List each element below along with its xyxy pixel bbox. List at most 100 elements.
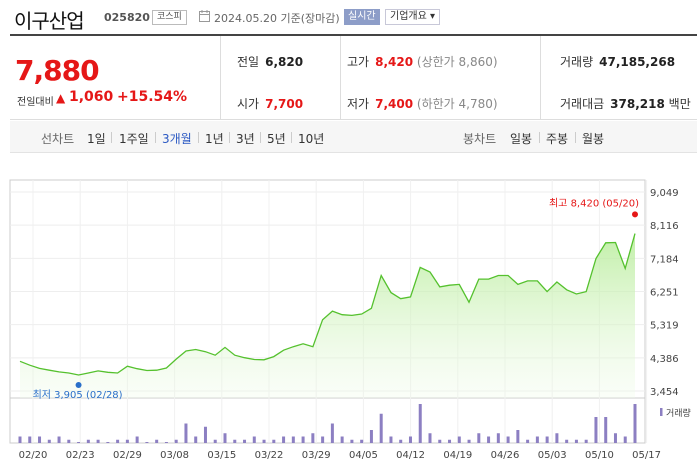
volume-bar [399, 439, 403, 443]
x-tick-label: 04/12 [396, 450, 425, 461]
line-chart-label: 선차트 [41, 132, 75, 146]
tab-3y[interactable]: 3년 [236, 132, 255, 146]
stock-header: 이구산업 025820 코스피 2024.05.20 기준(장마감) 실시간 기… [0, 0, 697, 34]
tab-daily[interactable]: 일봉 [510, 132, 533, 146]
up-arrow-icon: ▲ [56, 91, 66, 105]
volume-bar [164, 442, 168, 443]
volume-bar [594, 417, 598, 443]
x-tick-label: 04/19 [443, 450, 472, 461]
volume-legend-swatch [660, 408, 663, 416]
volume-bar [633, 404, 637, 443]
x-tick-label: 02/29 [113, 450, 142, 461]
volume-bar [38, 436, 42, 443]
tab-5y[interactable]: 5년 [267, 132, 286, 146]
x-tick-label: 04/05 [349, 450, 378, 461]
volume-bars [18, 404, 637, 443]
volume-bar [438, 439, 442, 443]
open-price: 시가 7,700 [237, 97, 304, 111]
price-chart[interactable]: 9,049 8,116 7,184 6,251 5,319 4,386 3,454 최고 8… [0, 155, 697, 466]
company-info-dropdown[interactable]: 기업개요 ▾ [385, 9, 440, 25]
volume-bar [516, 430, 520, 443]
volume-bar [213, 439, 217, 443]
volume-bar [428, 433, 432, 443]
x-tick-label: 02/23 [66, 450, 95, 461]
volume-bar [574, 439, 578, 443]
volume-bar [330, 423, 334, 443]
x-tick-label: 03/15 [207, 450, 236, 461]
volume-bar [57, 436, 61, 443]
chart-period-tabs: 선차트 1일 1주일 3개월 1년 3년 5년 10년 봉차트 일봉 주봉 월봉 [10, 121, 697, 153]
change-label: 전일대비 [17, 97, 54, 108]
tab-1d[interactable]: 1일 [87, 132, 106, 146]
volume-bar [184, 423, 188, 443]
volume-bar [116, 439, 120, 443]
low-annotation: 최저 3,905 (02/28) [33, 389, 123, 401]
volume: 거래량 47,185,268 [560, 55, 676, 69]
price-change-percent: +15.54% [117, 89, 188, 105]
volume-bar [145, 442, 149, 443]
volume-bar [86, 439, 90, 443]
volume-bar [243, 439, 247, 443]
high-price: 고가 8,420 (상한가 8,860) [347, 55, 498, 69]
price-change: 1,060 [69, 89, 114, 105]
volume-bar [496, 433, 500, 443]
divider [229, 132, 230, 143]
x-tick-label: 02/20 [19, 450, 48, 461]
volume-bar [174, 439, 178, 443]
tab-1y[interactable]: 1년 [205, 132, 224, 146]
volume-bar [125, 439, 129, 443]
quote-panel: 7,880 전일대비 ▲ 1,060 +15.54% 전일 6,820 고가 8,4… [10, 34, 697, 120]
high-annotation: 최고 8,420 (05/20) [549, 197, 639, 209]
volume-bar [252, 436, 256, 443]
volume-legend: 거래량 [666, 407, 691, 419]
volume-bar [135, 436, 139, 443]
volume-bar [96, 439, 100, 443]
volume-bar [604, 417, 608, 443]
x-tick-label: 04/26 [491, 450, 520, 461]
candle-chart-label: 봉차트 [463, 132, 497, 146]
y-tick-label: 5,319 [650, 321, 679, 332]
volume-bar [194, 436, 198, 443]
calendar-icon [199, 10, 210, 22]
y-tick-label: 8,116 [650, 221, 679, 232]
price-line [19, 233, 636, 376]
divider [260, 132, 261, 143]
volume-bar [457, 436, 461, 443]
volume-bar [233, 439, 237, 443]
y-tick-label: 9,049 [650, 188, 679, 199]
x-tick-label: 05/03 [538, 450, 567, 461]
y-tick-label: 6,251 [650, 288, 679, 299]
volume-bar [311, 433, 315, 443]
volume-bar [477, 433, 481, 443]
volume-bar [272, 439, 276, 443]
volume-bar [262, 439, 266, 443]
tab-10y[interactable]: 10년 [298, 132, 325, 146]
volume-bar [350, 439, 354, 443]
divider [539, 132, 540, 143]
tab-monthly[interactable]: 월봉 [582, 132, 605, 146]
x-tick-label: 05/10 [585, 450, 614, 461]
volume-bar [203, 426, 207, 443]
stock-name: 이구산업 [14, 9, 85, 33]
divider [540, 36, 541, 120]
volume-bar [360, 439, 364, 443]
volume-bar [47, 439, 51, 443]
volume-bar [389, 436, 393, 443]
quote-date: 2024.05.20 기준(장마감) [214, 12, 340, 25]
tab-3m[interactable]: 3개월 [162, 132, 192, 146]
volume-bar [623, 436, 627, 443]
trade-value: 거래대금 378,218 백만 [560, 97, 691, 111]
realtime-button[interactable]: 실시간 [344, 9, 380, 25]
tab-weekly[interactable]: 주봉 [546, 132, 569, 146]
volume-bar [223, 433, 227, 443]
volume-bar [555, 433, 559, 443]
tab-1w[interactable]: 1주일 [119, 132, 149, 146]
volume-bar [321, 436, 325, 443]
volume-bar [418, 404, 422, 443]
volume-bar [77, 442, 81, 443]
volume-bar [487, 436, 491, 443]
volume-bar [535, 436, 539, 443]
volume-bar [584, 439, 588, 443]
divider [111, 132, 112, 143]
volume-bar [369, 430, 373, 443]
